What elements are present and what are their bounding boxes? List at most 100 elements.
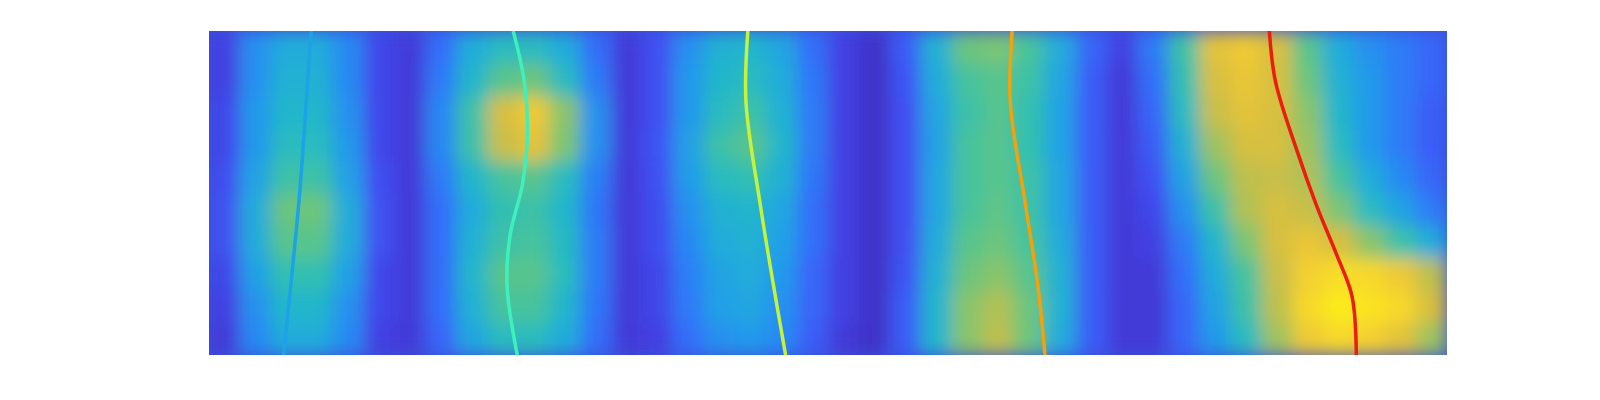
- heatmap-cell: [1292, 31, 1323, 64]
- heatmap-cell: [1323, 193, 1354, 226]
- plot-area: [209, 31, 1448, 356]
- heatmap-cell: [1076, 161, 1107, 194]
- heatmap-cell: [1107, 290, 1138, 323]
- heatmap-cell: [1168, 63, 1199, 96]
- heatmap-cell: [1138, 161, 1169, 194]
- heatmap-cell: [1045, 31, 1076, 64]
- heatmap-cell: [1076, 128, 1107, 161]
- heatmap-cell: [364, 96, 395, 129]
- heatmap-cell: [1323, 323, 1354, 355]
- heatmap-cell: [704, 193, 735, 226]
- heatmap-cell: [271, 63, 302, 96]
- heatmap-cell: [549, 323, 580, 355]
- heatmap-cell: [271, 31, 302, 64]
- heatmap-cell: [673, 323, 704, 355]
- heatmap-cell: [1385, 323, 1416, 355]
- heatmap-cell: [983, 258, 1014, 291]
- heatmap-cell: [921, 63, 952, 96]
- heatmap-cell: [1385, 258, 1416, 291]
- heatmap-cell: [209, 323, 240, 355]
- heatmap-cell: [1292, 96, 1323, 129]
- heatmap-cell: [549, 161, 580, 194]
- heatmap-cell: [1045, 258, 1076, 291]
- heatmap-cell: [1138, 63, 1169, 96]
- heatmap-cell: [488, 96, 519, 129]
- heatmap-cell: [549, 96, 580, 129]
- heatmap-cell: [580, 96, 611, 129]
- heatmap-cell: [735, 31, 766, 64]
- heatmap-cell: [1354, 193, 1385, 226]
- heatmap-cell: [364, 290, 395, 323]
- heatmap-cell: [1199, 193, 1230, 226]
- heatmap-cell: [828, 225, 859, 258]
- heatmap-cell: [302, 225, 333, 258]
- heatmap-cell: [1138, 128, 1169, 161]
- heatmap-cell: [1076, 225, 1107, 258]
- heatmap-cell: [673, 258, 704, 291]
- heatmap-cell: [580, 31, 611, 64]
- heatmap-cell: [766, 63, 797, 96]
- heatmap-cell: [921, 31, 952, 64]
- heatmap-cell: [952, 128, 983, 161]
- heatmap-cell: [921, 96, 952, 129]
- heatmap-cell: [766, 161, 797, 194]
- heatmap-cell: [333, 128, 364, 161]
- heatmap-cell: [1076, 96, 1107, 129]
- heatmap-cell: [426, 128, 457, 161]
- heatmap-cell: [1261, 290, 1292, 323]
- heatmap-cell: [797, 193, 828, 226]
- heatmap-cell: [921, 161, 952, 194]
- heatmap-cell: [859, 96, 890, 129]
- heatmap-cell: [952, 323, 983, 355]
- heatmap-cell: [766, 290, 797, 323]
- heatmap-cell: [1107, 128, 1138, 161]
- heatmap-cell: [1168, 96, 1199, 129]
- curve: [507, 31, 528, 355]
- heatmap-cell: [704, 225, 735, 258]
- heatmap-cell: [457, 225, 488, 258]
- heatmap-cell: [921, 225, 952, 258]
- heatmap-cell: [580, 323, 611, 355]
- heatmap-cell: [488, 128, 519, 161]
- heatmap-cell: [1385, 63, 1416, 96]
- heatmap-cell: [797, 161, 828, 194]
- heatmap-cell: [766, 96, 797, 129]
- heatmap-cell: [704, 290, 735, 323]
- curve: [746, 31, 786, 355]
- heatmap-cell: [611, 290, 642, 323]
- heatmap-cell: [302, 323, 333, 355]
- heatmap-cell: [1292, 161, 1323, 194]
- heatmap-cell: [921, 323, 952, 355]
- heatmap-cell: [797, 258, 828, 291]
- heatmap-cell: [704, 323, 735, 355]
- heatmap-cell: [673, 31, 704, 64]
- heatmap-cell: [1323, 128, 1354, 161]
- heatmap-cell: [797, 225, 828, 258]
- heatmap-cell: [1168, 193, 1199, 226]
- heatmap-cell: [611, 31, 642, 64]
- heatmap-cell: [395, 31, 426, 64]
- curve: [1010, 31, 1045, 355]
- heatmap-cell: [1416, 323, 1447, 355]
- heatmap-cell: [240, 323, 271, 355]
- heatmap-cell: [611, 128, 642, 161]
- heatmap-cell: [488, 225, 519, 258]
- heatmap-cell: [828, 290, 859, 323]
- heatmap-cell: [1168, 31, 1199, 64]
- heatmap-cell: [921, 128, 952, 161]
- heatmap-cell: [983, 290, 1014, 323]
- heatmap-cell: [580, 128, 611, 161]
- heatmap-cell: [890, 63, 921, 96]
- chart: [0, 0, 1600, 400]
- heatmap-cell: [333, 161, 364, 194]
- heatmap-cell: [859, 63, 890, 96]
- heatmap-cell: [333, 63, 364, 96]
- heatmap-cell: [209, 258, 240, 291]
- heatmap-cell: [859, 225, 890, 258]
- heatmap-cell: [364, 193, 395, 226]
- heatmap-cell: [1416, 63, 1447, 96]
- heatmap-cell: [364, 161, 395, 194]
- heatmap-cell: [333, 225, 364, 258]
- heatmap-cell: [1168, 161, 1199, 194]
- heatmap-cell: [1199, 96, 1230, 129]
